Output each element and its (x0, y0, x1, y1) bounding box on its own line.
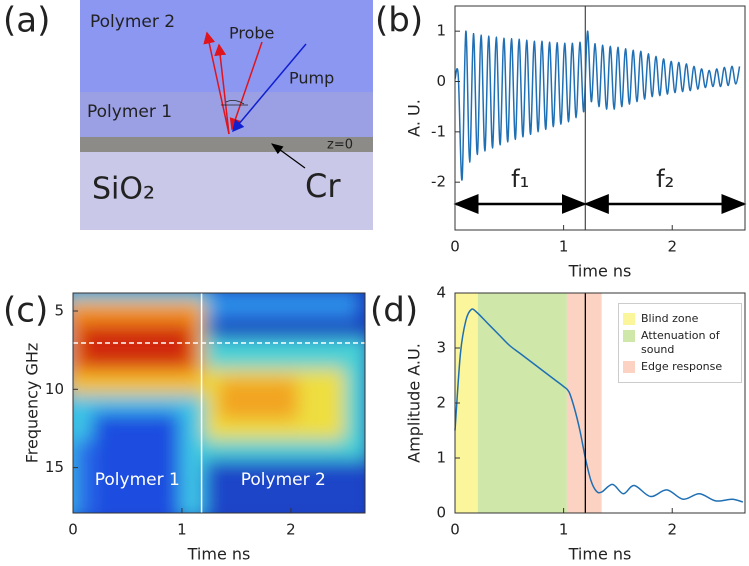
legend: Blind zone Attenuation of sound Edge respo… (618, 303, 742, 383)
probe-label: Probe (229, 24, 274, 43)
region (477, 293, 567, 513)
probe-reflected (203, 31, 230, 135)
y-tick-label: 4 (436, 284, 446, 302)
legend-swatch (623, 330, 635, 342)
x-tick-label: 2 (667, 238, 677, 256)
x-tick-label: 1 (559, 521, 569, 539)
cr-pointer (271, 143, 306, 169)
panel-label: (d) (370, 291, 418, 331)
panel-label: (b) (375, 1, 423, 41)
axes-frame (72, 292, 366, 514)
panel-label: (c) (3, 291, 48, 331)
y-tick-label: 0 (436, 504, 446, 522)
y-axis-label: Frequency GHz (23, 343, 42, 464)
data-line (454, 308, 744, 503)
polymer2-layer (80, 0, 373, 92)
y-tick-label: 15 (45, 458, 64, 476)
y-tick-label: 0 (436, 72, 446, 90)
panel-1: Polymer 1 Polymer 2 0 1 2 5 10 15 Time ns Frequen… (23, 292, 366, 564)
axes-frame (454, 5, 746, 231)
cr-layer (80, 137, 373, 152)
y-tick-label: 2 (436, 394, 446, 412)
x-axis-label: Time ns (568, 545, 632, 564)
y-tick-label: -1 (431, 122, 446, 140)
y-tick-label: 1 (436, 449, 446, 467)
polymer1-label: Polymer 1 (87, 102, 172, 122)
legend-swatch (623, 361, 635, 373)
substrate-label: SiO₂ (92, 172, 155, 207)
frequency-label: f₂ (656, 165, 674, 193)
panel-label: (a) (3, 1, 50, 41)
legend-swatch (623, 313, 635, 325)
x-tick-label: 1 (559, 238, 569, 256)
y-axis-label: A. U. (405, 99, 424, 137)
polymer2-label: Polymer 2 (90, 12, 175, 32)
data-line (454, 30, 741, 181)
y-tick-label: -2 (431, 173, 446, 191)
panel-0: f₁ f₂ 0 1 2 -2 -1 0 1 Time ns A. U. (405, 5, 747, 281)
layer-diagram: Polymer 2 Polymer 1 z=0 SiO₂ Cr Probe Pu… (80, 0, 373, 230)
x-tick-label: 2 (286, 521, 296, 539)
pump-label: Pump (289, 69, 334, 88)
sio2-layer (80, 152, 373, 230)
legend-item: Blind zone (623, 312, 737, 326)
legend-label: Blind zone (641, 312, 699, 325)
x-tick-label: 1 (177, 521, 187, 539)
angle-mark (225, 100, 245, 105)
interface-label: z=0 (327, 138, 353, 153)
x-tick-label: 0 (68, 521, 78, 539)
metal-label: Cr (305, 167, 341, 205)
y-axis-label: Amplitude A.U. (405, 343, 424, 463)
legend-label: Edge response (641, 360, 723, 373)
region (566, 293, 602, 513)
x-tick-label: 0 (450, 238, 460, 256)
heatmap (73, 293, 365, 513)
x-tick-label: 2 (667, 521, 677, 539)
pump-beam (232, 43, 307, 133)
legend-item: Edge response (623, 360, 737, 374)
x-axis-label: Time ns (187, 545, 251, 564)
legend-item: Attenuation of sound (623, 329, 737, 357)
frequency-label: f₁ (511, 165, 529, 193)
y-tick-label: 3 (436, 339, 446, 357)
x-axis-label: Time ns (568, 262, 632, 281)
x-tick-label: 0 (450, 521, 460, 539)
region-label: Polymer 2 (241, 470, 326, 490)
y-tick-label: 5 (54, 302, 64, 320)
y-tick-label: 1 (436, 22, 446, 40)
y-tick-label: 10 (45, 380, 64, 398)
probe-reflected (214, 43, 230, 135)
legend-label: Attenuation of sound (641, 329, 720, 356)
region-label: Polymer 1 (95, 470, 180, 490)
panel-2: 0 1 2 0 1 2 3 4 Time ns Amplitude A.U. (405, 284, 746, 564)
probe-incident (229, 41, 263, 131)
